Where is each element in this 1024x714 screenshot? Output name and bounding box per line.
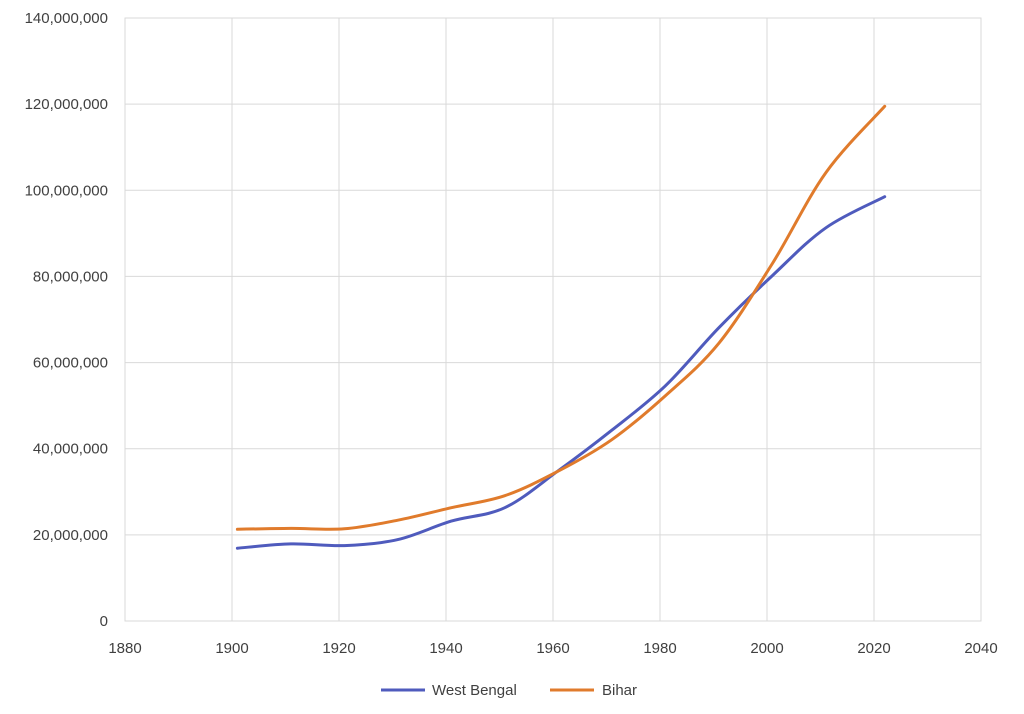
y-tick-label: 60,000,000 [33, 355, 108, 372]
x-tick-label: 1880 [108, 640, 141, 657]
y-tick-label: 140,000,000 [25, 10, 108, 27]
x-tick-label: 2000 [750, 640, 783, 657]
legend-item-bihar: Bihar [550, 682, 637, 699]
y-axis-tick-labels: 0 20,000,000 40,000,000 60,000,000 80,000,00… [25, 10, 108, 630]
gridlines [125, 18, 981, 621]
legend-item-west-bengal: West Bengal [381, 682, 517, 699]
legend-label: West Bengal [432, 682, 517, 699]
x-tick-label: 1980 [643, 640, 676, 657]
x-tick-label: 1920 [322, 640, 355, 657]
x-tick-label: 1940 [429, 640, 462, 657]
y-tick-label: 120,000,000 [25, 96, 108, 113]
y-tick-label: 100,000,000 [25, 182, 108, 199]
y-tick-label: 80,000,000 [33, 268, 108, 285]
series-lines [235, 104, 887, 550]
series-line-west-bengal [235, 195, 887, 550]
x-axis-tick-labels: 1880 1900 1920 1940 1960 1980 2000 2020 2040 [108, 640, 997, 657]
y-tick-label: 40,000,000 [33, 441, 108, 458]
legend-label: Bihar [602, 682, 637, 699]
x-tick-label: 1900 [215, 640, 248, 657]
legend: West Bengal Bihar [381, 682, 637, 699]
y-tick-label: 0 [100, 613, 108, 630]
series-line-bihar [235, 104, 887, 531]
x-tick-label: 2040 [964, 640, 997, 657]
y-tick-label: 20,000,000 [33, 527, 108, 544]
x-tick-label: 1960 [536, 640, 569, 657]
x-tick-label: 2020 [857, 640, 890, 657]
